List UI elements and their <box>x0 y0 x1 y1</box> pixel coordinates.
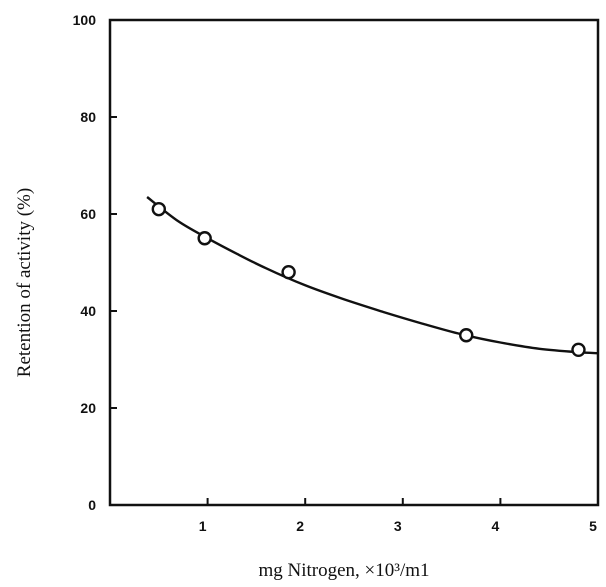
plot-frame <box>108 18 600 507</box>
y-tick-label: 80 <box>80 109 96 125</box>
y-axis-label: Retention of activity (%) <box>14 188 35 377</box>
x-tick-label: 5 <box>589 518 597 534</box>
data-point <box>459 328 474 343</box>
x-axis-label: mg Nitrogen, ×10³/m1 <box>258 560 429 581</box>
x-tick-label: 2 <box>296 518 304 534</box>
data-point <box>151 201 167 217</box>
y-tick-label: 40 <box>80 303 96 319</box>
x-axis-ticks: 1 2 3 4 5 <box>199 498 599 534</box>
x-tick-label: 4 <box>492 518 500 534</box>
fit-curve <box>146 196 599 355</box>
y-axis-ticks: 0 20 40 60 80 100 <box>73 12 117 513</box>
data-point <box>197 231 212 246</box>
x-tick-label: 3 <box>394 518 402 534</box>
y-tick-label: 0 <box>88 497 96 513</box>
data-point <box>571 342 586 357</box>
y-tick-label: 100 <box>73 12 97 28</box>
data-point <box>281 265 296 280</box>
y-tick-label: 60 <box>80 206 96 222</box>
x-tick-label: 1 <box>199 518 207 534</box>
y-tick-label: 20 <box>80 400 96 416</box>
data-points <box>151 201 586 357</box>
